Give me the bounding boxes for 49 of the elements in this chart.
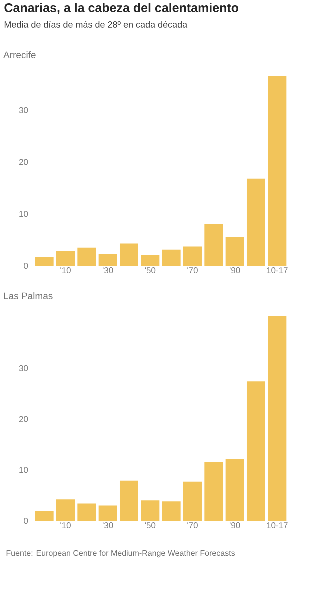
y-tick-label: 10 xyxy=(20,467,28,474)
x-tick-label: 10-17 xyxy=(267,268,288,274)
bar xyxy=(98,506,118,521)
bar xyxy=(268,316,287,521)
bar xyxy=(35,257,54,266)
chart-title: Arrecife xyxy=(4,52,36,58)
bar xyxy=(204,224,224,266)
source-note: Fuente: European Centre for Medium-Range Weather Forecasts xyxy=(6,550,236,558)
x-tick-label: '70 xyxy=(188,522,198,529)
bar xyxy=(120,480,138,521)
bar xyxy=(162,250,181,266)
x-tick-label: 10-17 xyxy=(267,522,288,529)
bar xyxy=(183,246,202,266)
bar xyxy=(141,255,160,266)
x-tick-label: '30 xyxy=(102,522,114,529)
bar xyxy=(268,76,287,266)
x-tick-label: '50 xyxy=(145,268,156,274)
bar xyxy=(226,236,244,266)
bar xyxy=(56,500,75,521)
x-tick-label: '30 xyxy=(102,268,114,274)
text: Canarias, a la cabeza del calentamiento xyxy=(4,3,239,14)
y-tick-label: 20 xyxy=(19,159,28,166)
x-tick-label: '10 xyxy=(60,522,71,529)
bar xyxy=(162,502,181,521)
bar xyxy=(246,382,266,521)
x-tick-label: '10 xyxy=(60,268,71,274)
y-tick-label: 30 xyxy=(19,365,28,372)
y-tick-label: 0 xyxy=(24,263,28,270)
bar xyxy=(204,462,224,521)
y-tick-label: 10 xyxy=(20,211,28,218)
bar xyxy=(78,248,96,266)
bar xyxy=(98,254,118,266)
text: Media de días de más de 28º en cada década xyxy=(4,21,188,28)
bar xyxy=(246,178,266,266)
y-tick-label: 20 xyxy=(19,416,28,422)
bar xyxy=(120,244,138,266)
y-tick-label: 30 xyxy=(19,107,28,114)
x-tick-label: '50 xyxy=(145,522,156,529)
x-tick-label: '90 xyxy=(230,522,240,529)
bar xyxy=(35,511,54,521)
bar xyxy=(141,500,160,521)
chart-title: Las Palmas xyxy=(4,292,53,300)
y-tick-label: 0 xyxy=(24,518,28,524)
bar xyxy=(226,459,244,521)
x-tick-label: '70 xyxy=(188,268,198,274)
bar xyxy=(183,482,202,521)
x-tick-label: '90 xyxy=(230,268,240,274)
bar xyxy=(78,504,96,521)
bar xyxy=(56,250,75,266)
